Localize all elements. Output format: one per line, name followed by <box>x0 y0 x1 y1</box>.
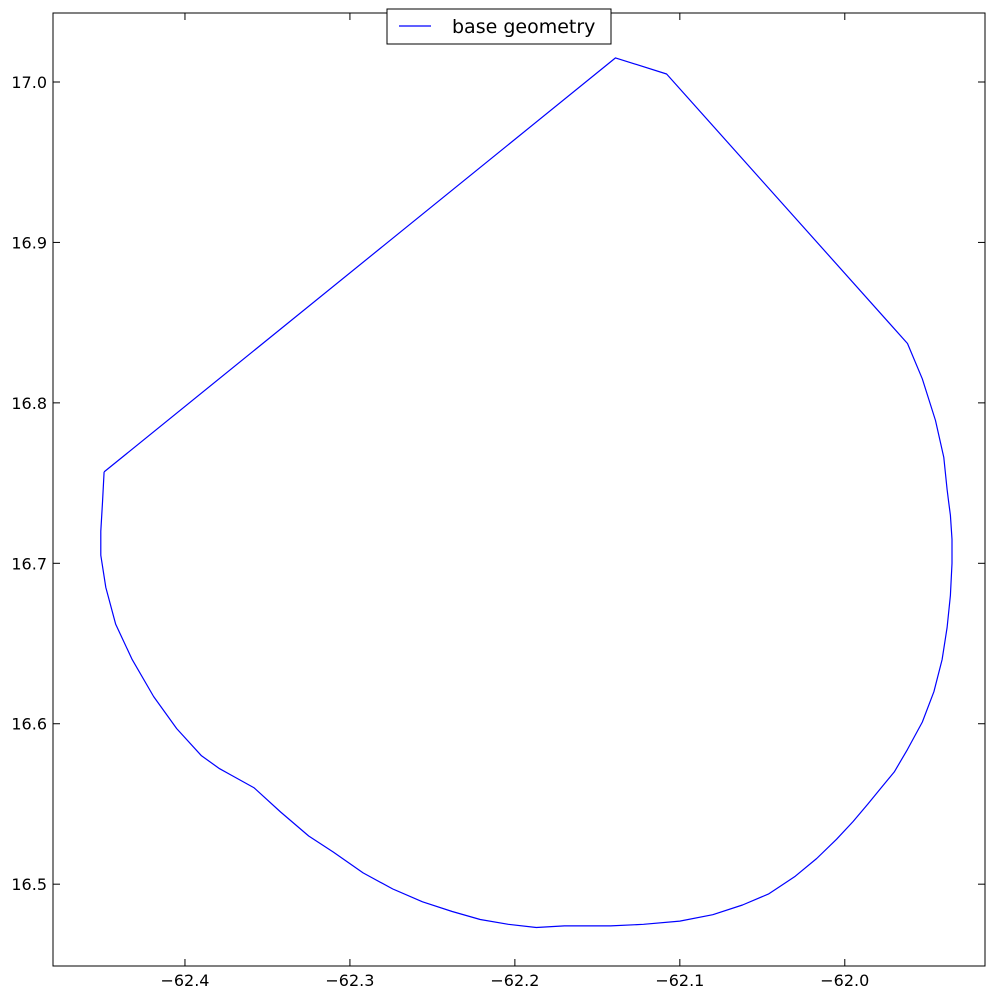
y-tick-label: 16.7 <box>11 554 47 573</box>
y-tick-label: 16.8 <box>11 394 47 413</box>
y-tick-label: 16.6 <box>11 715 47 734</box>
x-tick-label: −62.1 <box>655 971 704 990</box>
plot-background <box>53 13 985 966</box>
x-tick-label: −62.2 <box>490 971 539 990</box>
x-tick-label: −62.0 <box>820 971 869 990</box>
y-tick-label: 16.9 <box>11 233 47 252</box>
legend: base geometry <box>386 8 612 45</box>
legend-label: base geometry <box>452 16 595 38</box>
x-tick-label: −62.3 <box>325 971 374 990</box>
plot-area <box>100 57 953 929</box>
y-tick-label: 17.0 <box>11 73 47 92</box>
y-tick-label: 16.5 <box>11 875 47 894</box>
series-line-base-geometry <box>100 57 953 929</box>
y-axis: 16.5 16.6 16.7 16.8 16.9 17.0 <box>11 73 985 894</box>
x-tick-label: −62.4 <box>160 971 209 990</box>
x-axis: −62.4 −62.3 −62.2 −62.1 −62.0 <box>160 13 869 990</box>
